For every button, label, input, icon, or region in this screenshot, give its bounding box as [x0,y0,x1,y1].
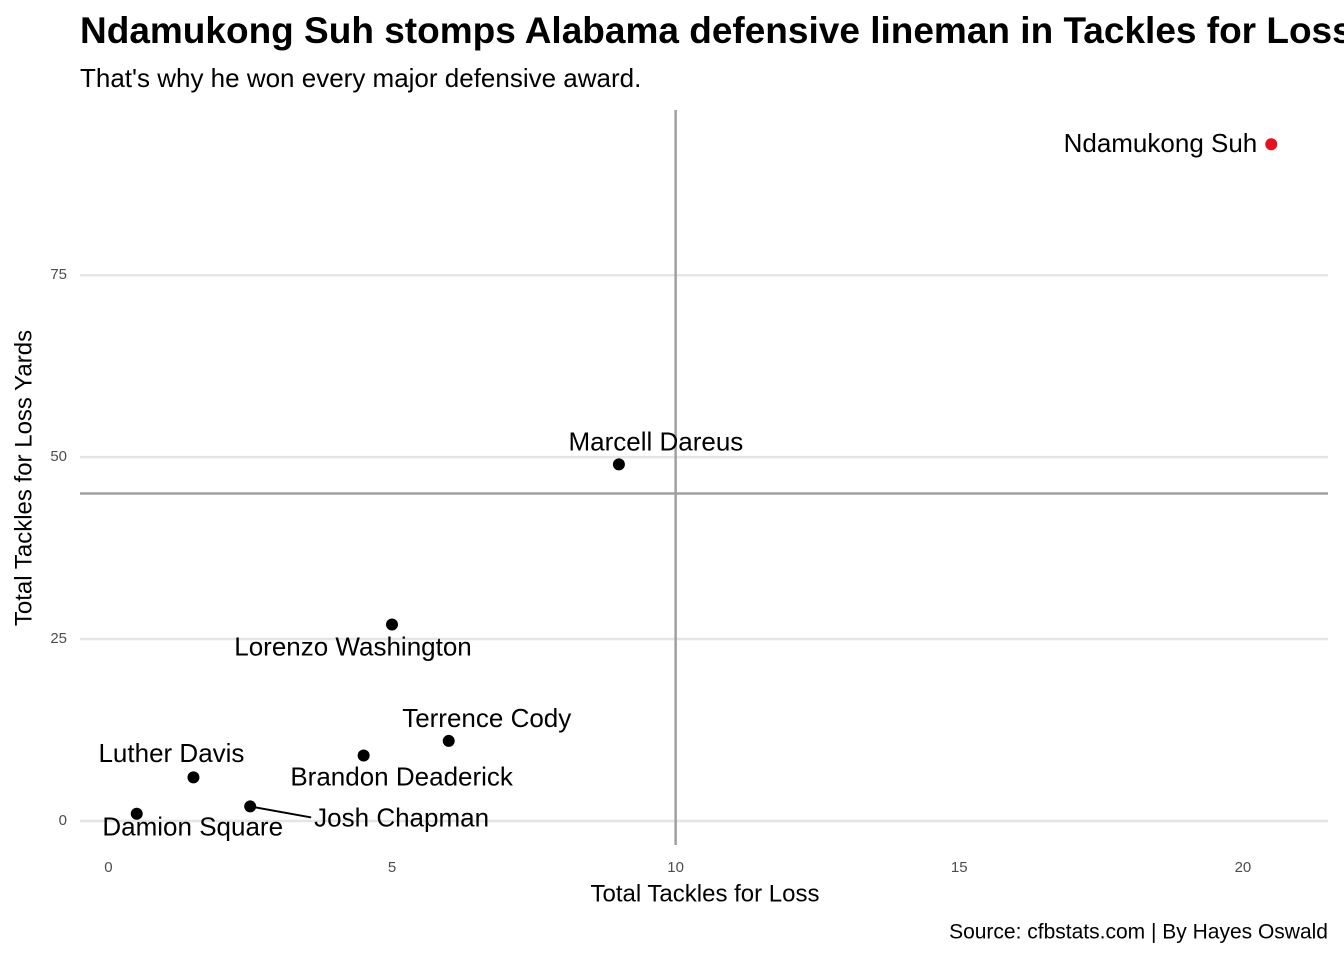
chart-subtitle: That's why he won every major defensive … [80,63,641,93]
x-tick-label: 20 [1235,859,1252,876]
leader-line [250,805,312,819]
y-axis-title: Total Tackles for Loss Yards [10,330,37,626]
point-label: Brandon Deaderick [290,761,514,791]
caption: Source: cfbstats.com | By Hayes Oswald [949,921,1328,944]
point [187,771,200,784]
point-label: Marcell Dareus [568,426,743,456]
chart-title: Ndamukong Suh stomps Alabama defensive l… [80,10,1344,51]
x-tick-label: 10 [667,859,684,876]
x-axis-title: Total Tackles for Loss [591,880,820,907]
y-tick-label: 25 [50,630,67,647]
x-tick-label: 15 [951,859,968,876]
point-label: Terrence Cody [402,703,571,733]
point [442,734,455,747]
x-tick-label: 5 [388,859,396,876]
y-tick-label: 75 [50,266,67,283]
point-label: Ndamukong Suh [1064,128,1258,158]
point [357,749,370,762]
point-label: Lorenzo Washington [234,631,472,661]
y-tick-label: 50 [50,448,67,465]
point [386,618,398,631]
point-label: Luther Davis [98,738,244,768]
point-label: Josh Chapman [314,802,489,832]
point [244,800,257,813]
y-tick-label: 0 [59,812,67,829]
x-tick-label: 0 [104,859,112,876]
point [1265,138,1278,151]
point-label: Damion Square [102,812,283,842]
point [612,458,625,471]
point [130,807,143,820]
